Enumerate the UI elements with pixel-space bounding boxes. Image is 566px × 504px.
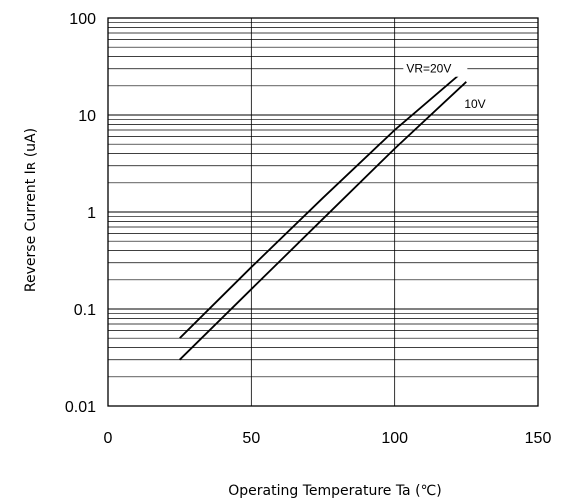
plot-frame — [107, 17, 539, 407]
series-line — [179, 68, 467, 339]
x-tick-label: 0 — [104, 430, 113, 447]
series-lines — [179, 68, 467, 361]
x-tick-label: 50 — [242, 430, 260, 447]
series-line — [179, 81, 467, 361]
y-tick-label: 1 — [87, 205, 96, 222]
y-tick-label: 10 — [78, 108, 96, 125]
y-tick-labels: 0.01 0.1 1 10 100 — [65, 11, 96, 416]
series-label: 10V — [464, 97, 485, 111]
y-tick-label: 0.01 — [65, 399, 96, 416]
x-axis-title: Operating Temperature Ta (℃) — [228, 483, 442, 499]
series-label-bg — [461, 95, 492, 112]
x-tick-label: 100 — [381, 430, 408, 447]
series-labels: VR=20V 10V — [403, 60, 492, 112]
series-label-bg — [403, 60, 468, 77]
grid — [108, 18, 538, 406]
y-tick-label: 100 — [69, 11, 96, 28]
x-tick-label: 150 — [525, 430, 552, 447]
x-tick-labels: 0 50 100 150 — [104, 430, 552, 447]
series-label: VR=20V — [406, 62, 451, 76]
y-tick-label: 0.1 — [74, 302, 96, 319]
y-axis-title: Reverse Current Iʀ (uA) — [23, 128, 39, 292]
